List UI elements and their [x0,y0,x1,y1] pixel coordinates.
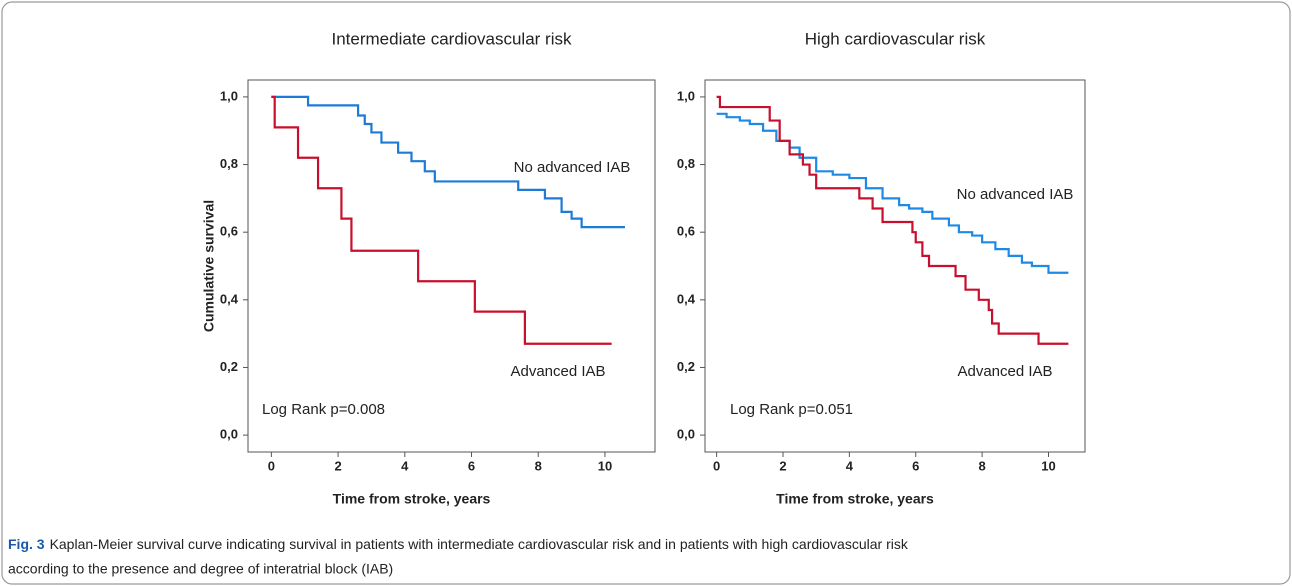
y-tick-label: 0,8 [220,156,238,171]
y-tick-label: 0,0 [220,427,238,442]
x-tick-label: 8 [535,458,542,473]
x-axis-label: Time from stroke, years [776,491,934,507]
x-axis-label: Time from stroke, years [333,491,491,507]
survival-curve [271,95,625,229]
chart-title: High cardiovascular risk [805,29,986,48]
caption: Fig. 3 Kaplan-Meier survival curve indica… [8,536,909,552]
y-tick-label: 0,8 [677,156,695,171]
caption-text: according to the presence and degree of … [8,561,393,577]
annotation: Advanced IAB [957,363,1052,380]
y-tick-label: 0,4 [220,291,239,306]
annotation: Log Rank p=0.008 [262,401,385,418]
survival-curve [271,95,612,345]
plot-frame [704,79,1086,453]
annotation: No advanced IAB [514,159,631,176]
chart-title: Intermediate cardiovascular risk [332,29,572,48]
y-tick-label: 0,2 [677,359,695,374]
y-tick-label: 1,0 [677,88,695,103]
x-tick-label: 0 [268,458,275,473]
x-tick-label: 8 [979,458,986,473]
y-tick-label: 0,6 [220,224,238,239]
y-tick-label: 0,0 [677,427,695,442]
x-tick-label: 2 [779,458,786,473]
x-tick-label: 4 [846,458,854,473]
x-tick-label: 6 [468,458,475,473]
y-axis-label: Cumulative survival [201,200,217,332]
x-tick-label: 0 [713,458,720,473]
y-tick-label: 0,2 [220,359,238,374]
x-tick-label: 4 [401,458,409,473]
annotation: Advanced IAB [510,363,605,380]
caption-label: Fig. 3 [8,536,45,552]
x-tick-label: 2 [334,458,341,473]
survival-curve [716,112,1069,274]
annotation: No advanced IAB [957,186,1074,203]
plot-frame [247,79,656,453]
y-tick-label: 1,0 [220,88,238,103]
x-tick-label: 10 [598,458,612,473]
y-tick-label: 0,6 [677,224,695,239]
x-tick-label: 10 [1041,458,1055,473]
y-tick-label: 0,4 [677,291,696,306]
annotation: Log Rank p=0.051 [730,401,853,418]
survival-curve [716,95,1069,345]
caption-text: Kaplan-Meier survival curve indicating s… [50,536,909,552]
x-tick-label: 6 [912,458,919,473]
